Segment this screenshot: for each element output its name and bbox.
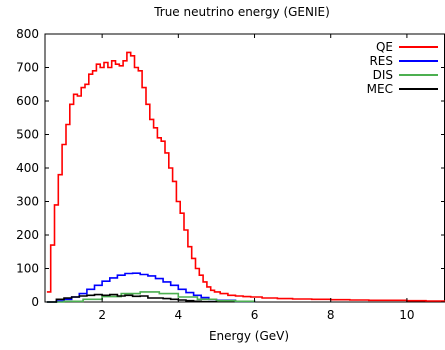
series-line-qe [46,51,445,302]
y-tick-label: 800 [16,27,39,41]
x-tick-label: 8 [327,308,335,322]
legend-label-dis: DIS [373,68,393,82]
y-tick-label: 300 [16,195,39,209]
series-lines [46,51,445,303]
series-line-mec [46,293,218,303]
legend-label-res: RES [369,54,393,68]
legend-label-qe: QE [376,40,393,54]
y-tick-label: 500 [16,128,39,142]
series-line-res [46,272,256,303]
x-tick-label: 10 [399,308,414,322]
y-tick-label: 400 [16,161,39,175]
y-tick-label: 600 [16,94,39,108]
x-tick-label: 2 [98,308,106,322]
chart-title: True neutrino energy (GENIE) [153,5,330,19]
x-axis-label: Energy (GeV) [209,329,289,343]
y-tick-label: 700 [16,61,39,75]
x-tick-label: 6 [251,308,259,322]
x-tick-label: 4 [175,308,183,322]
axis-ticks: 0 100 200 300 400 500 600 700 800 2 4 6 8 10 [16,27,445,322]
y-tick-label: 100 [16,262,39,276]
y-tick-label: 0 [31,295,39,309]
legend-label-mec: MEC [367,82,393,96]
series-line-dis [46,291,256,303]
y-tick-label: 200 [16,228,39,242]
